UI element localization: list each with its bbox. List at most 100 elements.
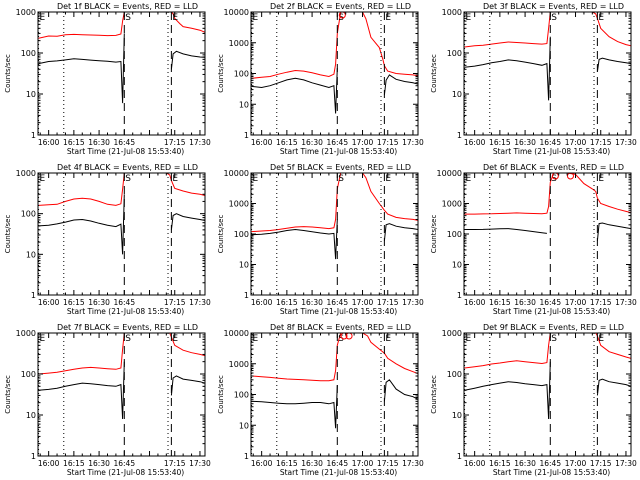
- x-tick-label: 16:15: [63, 298, 85, 307]
- marker-label: S: [338, 334, 344, 344]
- marker-label: S: [125, 13, 131, 23]
- x-tick-label: 16:00: [38, 298, 60, 307]
- y-axis-label: Counts/sec: [4, 375, 12, 414]
- x-tick-label: 16:30: [88, 298, 110, 307]
- x-tick-label: 17:15: [590, 459, 612, 468]
- x-tick-label: 17:30: [189, 459, 211, 468]
- y-tick-label: 10: [452, 90, 462, 99]
- y-axis-label: Counts/sec: [430, 375, 438, 414]
- marker-label: E: [172, 334, 178, 344]
- x-tick-label: 16:45: [113, 298, 135, 307]
- series-group: [38, 173, 205, 255]
- marker-label: E: [253, 174, 259, 184]
- series-line-lld: [251, 333, 418, 382]
- x-tick-label: 16:00: [251, 138, 273, 147]
- y-tick-label: 10000: [224, 8, 249, 17]
- x-tick-label: 16:00: [251, 459, 273, 468]
- x-tick-label: 16:30: [514, 298, 536, 307]
- x-tick-label: 16:30: [301, 298, 323, 307]
- x-tick-label: 16:15: [489, 459, 511, 468]
- y-tick-label: 100: [21, 49, 36, 58]
- detector-chart-8: Det 8f BLACK = Events, RED = LLD E S E 1 10 10…: [217, 323, 424, 477]
- x-tick-label: 16:15: [63, 138, 85, 147]
- y-tick-label: 1000: [442, 329, 462, 338]
- x-tick-label: 17:15: [590, 138, 612, 147]
- plot-frame: [37, 332, 206, 457]
- x-tick-label: 17:15: [377, 459, 399, 468]
- y-tick-label: 100: [21, 210, 36, 219]
- x-tick-label: 16:15: [489, 138, 511, 147]
- marker-label: E: [40, 13, 46, 23]
- x-tick-label: 16:45: [326, 298, 348, 307]
- chart-title: Det 5f BLACK = Events, RED = LLD: [270, 163, 411, 172]
- x-tick-label: 16:30: [301, 138, 323, 147]
- x-tick-label: 17:30: [615, 298, 637, 307]
- x-tick-label: 17:15: [377, 138, 399, 147]
- detector-chart-7: Det 7f BLACK = Events, RED = LLD E S E 1 10 10…: [4, 323, 211, 477]
- series-group: [38, 333, 205, 420]
- y-axis-label: Counts/sec: [430, 54, 438, 93]
- marker-label: E: [385, 13, 391, 23]
- chart-title: Det 6f BLACK = Events, RED = LLD: [483, 163, 624, 172]
- x-tick-label: 16:00: [38, 459, 60, 468]
- detector-chart-1: Det 1f BLACK = Events, RED = LLD E S E 1 10 10…: [4, 2, 211, 156]
- y-tick-label: 100: [234, 70, 249, 79]
- y-tick-label: 10000: [437, 169, 462, 178]
- y-tick-label: 10: [452, 411, 462, 420]
- y-tick-label: 10: [239, 261, 249, 270]
- x-axis-label: Start Time (21-Jul-08 15:53:40): [67, 468, 184, 477]
- chart-title: Det 7f BLACK = Events, RED = LLD: [57, 323, 198, 332]
- x-tick-label: 16:30: [88, 138, 110, 147]
- series-line-lld: [251, 173, 418, 233]
- y-tick-label: 1: [244, 131, 249, 140]
- x-tick-label: 16:00: [464, 298, 486, 307]
- x-tick-label: 16:30: [514, 459, 536, 468]
- y-tick-label: 1: [457, 131, 462, 140]
- plot-frame: [463, 11, 632, 136]
- y-tick-label: 1000: [16, 329, 36, 338]
- chart-title: Det 9f BLACK = Events, RED = LLD: [483, 323, 624, 332]
- chart-title: Det 3f BLACK = Events, RED = LLD: [483, 2, 624, 11]
- y-tick-label: 1000: [442, 8, 462, 17]
- y-tick-label: 100: [234, 391, 249, 400]
- series-group: [251, 12, 418, 114]
- x-tick-label: 16:00: [251, 298, 273, 307]
- x-tick-label: 16:30: [514, 138, 536, 147]
- y-tick-label: 10: [26, 411, 36, 420]
- detector-chart-4: Det 4f BLACK = Events, RED = LLD E S E 1 10 10…: [4, 163, 211, 316]
- marker-label: E: [253, 334, 259, 344]
- y-tick-label: 1: [457, 291, 462, 300]
- marker-label: E: [40, 174, 46, 184]
- y-axis-label: Counts/sec: [217, 54, 225, 93]
- series-line-lld: [464, 12, 631, 48]
- x-tick-label: 16:00: [464, 138, 486, 147]
- series-line-events: [251, 379, 418, 429]
- x-tick-label: 16:45: [539, 459, 561, 468]
- y-tick-label: 10000: [224, 329, 249, 338]
- y-tick-label: 10: [239, 421, 249, 430]
- series-line-lld: [38, 173, 205, 206]
- y-axis-label: Counts/sec: [217, 375, 225, 414]
- x-axis-label: Start Time (21-Jul-08 15:53:40): [280, 147, 397, 156]
- series-line-events: [464, 361, 631, 420]
- series-line-events: [38, 194, 205, 255]
- y-tick-label: 100: [447, 370, 462, 379]
- series-group: [251, 333, 418, 429]
- y-tick-label: 1000: [229, 39, 249, 48]
- y-tick-label: 100: [447, 49, 462, 58]
- x-tick-label: 16:30: [88, 459, 110, 468]
- series-line-events: [251, 68, 418, 114]
- x-axis-label: Start Time (21-Jul-08 15:53:40): [493, 468, 610, 477]
- x-axis-label: Start Time (21-Jul-08 15:53:40): [67, 147, 184, 156]
- x-tick-label: 17:00: [352, 298, 374, 307]
- series-line-lld: [38, 333, 205, 375]
- series-line-lld: [251, 12, 418, 79]
- y-tick-label: 1: [31, 131, 36, 140]
- y-tick-label: 10: [26, 250, 36, 259]
- series-line-events: [251, 219, 418, 260]
- y-tick-label: 10: [239, 100, 249, 109]
- y-tick-label: 1000: [16, 8, 36, 17]
- x-tick-label: 17:15: [164, 298, 186, 307]
- chart-title: Det 8f BLACK = Events, RED = LLD: [270, 323, 411, 332]
